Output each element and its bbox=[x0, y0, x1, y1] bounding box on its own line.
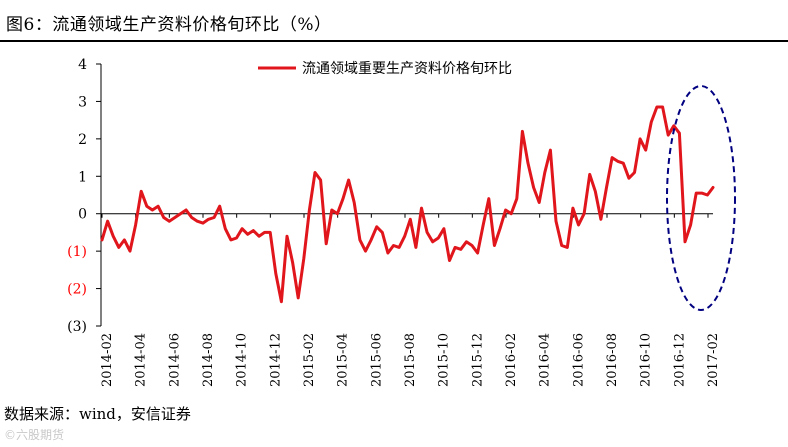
watermark: ©六股期货 bbox=[4, 428, 65, 442]
x-tick-label: 2014-10 bbox=[235, 333, 250, 387]
y-tick-label: 2 bbox=[78, 132, 87, 148]
y-tick-label: 0 bbox=[78, 207, 87, 223]
x-tick-label: 2016-12 bbox=[672, 333, 687, 387]
legend-label: 流通领域重要生产资料价格旬环比 bbox=[302, 61, 512, 77]
x-tick-label: 2015-10 bbox=[437, 333, 452, 387]
x-tick-label: 2015-02 bbox=[302, 333, 317, 387]
y-tick-label: 4 bbox=[78, 57, 87, 73]
x-tick-label: 2016-08 bbox=[605, 333, 620, 387]
legend: 流通领域重要生产资料价格旬环比 bbox=[258, 61, 512, 77]
chart-header: 图6：流通领域生产资料价格旬环比（%） bbox=[0, 0, 788, 42]
x-tick-label: 2014-02 bbox=[100, 333, 115, 387]
title-underline bbox=[0, 40, 788, 42]
x-tick-label: 2015-08 bbox=[403, 333, 418, 387]
y-axis-labels: 4 3 2 1 0 (1) (2) (3) bbox=[67, 57, 87, 335]
x-tick-label: 2014-06 bbox=[167, 333, 182, 387]
x-axis bbox=[101, 213, 713, 218]
x-tick-label: 2017-02 bbox=[706, 333, 721, 387]
x-tick-label: 2014-12 bbox=[268, 333, 283, 387]
x-tick-label: 2014-08 bbox=[201, 333, 216, 387]
x-tick-label: 2015-12 bbox=[470, 333, 485, 387]
source-note: 数据来源：wind，安信证券 bbox=[4, 405, 191, 423]
series-lines bbox=[100, 105, 715, 304]
chart-title: 图6：流通领域生产资料价格旬环比（%） bbox=[6, 15, 332, 35]
y-tick-label: (1) bbox=[67, 244, 87, 260]
x-tick-label: 2016-06 bbox=[571, 333, 586, 387]
y-tick-label: 3 bbox=[78, 94, 87, 110]
x-tick-label: 2016-04 bbox=[538, 333, 553, 387]
x-tick-label: 2015-04 bbox=[336, 333, 351, 387]
series-line bbox=[100, 105, 715, 304]
x-tick-label: 2016-10 bbox=[639, 333, 654, 387]
x-tick-label: 2016-02 bbox=[504, 333, 519, 387]
x-tick-label: 2015-06 bbox=[369, 333, 384, 387]
y-tick-label: (3) bbox=[67, 319, 87, 335]
y-tick-label: 1 bbox=[78, 169, 87, 185]
x-tick-label: 2014-04 bbox=[134, 333, 149, 387]
y-axis bbox=[96, 63, 102, 327]
annotation bbox=[666, 85, 736, 311]
highlight-ellipse bbox=[666, 85, 736, 311]
x-axis-labels: 2014-02 2014-04 2014-06 2014-08 2014-10 2014-… bbox=[100, 333, 721, 387]
y-tick-label: (2) bbox=[67, 282, 87, 298]
